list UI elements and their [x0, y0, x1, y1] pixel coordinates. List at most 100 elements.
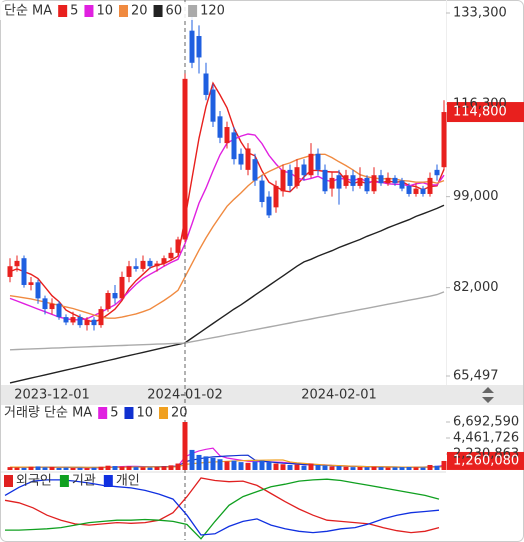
- candle-body: [434, 169, 440, 176]
- candle-body: [210, 89, 216, 122]
- legend-label: 5: [110, 406, 118, 421]
- candle-body: [147, 260, 153, 267]
- candle-body: [259, 180, 265, 202]
- candle-body: [364, 177, 370, 192]
- legend-label: 10: [96, 4, 113, 19]
- ma-line: [9, 204, 445, 384]
- legend-swatch: [188, 5, 198, 17]
- volume-bar: [182, 422, 188, 470]
- candle-body: [84, 319, 90, 326]
- candle-body: [35, 282, 41, 299]
- legend-swatch: [159, 407, 169, 419]
- legend-title: 단순 MA: [4, 4, 52, 19]
- volume-bar: [336, 466, 342, 470]
- volume-bar: [28, 466, 34, 470]
- volume-bar: [329, 466, 335, 470]
- volume-bar: [56, 467, 62, 470]
- candle-body: [182, 78, 188, 240]
- investor-line: [4, 479, 440, 536]
- volume-bar: [364, 467, 370, 470]
- candle-body: [231, 132, 237, 160]
- current-price-box: [447, 102, 524, 123]
- legend-swatch: [59, 475, 69, 487]
- volume-bar: [245, 462, 251, 470]
- volume-bar: [91, 467, 97, 470]
- candle-body: [63, 317, 69, 323]
- legend-swatch: [58, 5, 68, 17]
- volume-bar: [70, 467, 76, 470]
- candle-body: [21, 258, 27, 285]
- volume-bar: [238, 462, 244, 470]
- x-tick-label: 2024-01-02: [147, 388, 223, 403]
- volume-bar: [126, 466, 132, 470]
- candle-body: [70, 317, 76, 323]
- volume-bar: [385, 467, 391, 470]
- volume-bar: [98, 466, 104, 470]
- legend-swatch: [4, 475, 13, 487]
- volume-bar: [287, 464, 293, 470]
- volume-bar: [14, 467, 20, 470]
- volume-bar: [154, 466, 160, 470]
- volume-bar: [294, 464, 300, 470]
- volume-bar: [315, 464, 321, 470]
- volume-bar: [259, 460, 265, 470]
- candle-body: [126, 266, 132, 277]
- candle-body: [154, 263, 160, 267]
- volume-bar: [392, 467, 398, 470]
- candle-body: [420, 188, 426, 194]
- candle-body: [133, 266, 139, 269]
- x-tick-label: 2023-12-01: [14, 388, 90, 403]
- volume-bar: [119, 466, 125, 470]
- volume-bar: [252, 461, 258, 470]
- candle-body: [399, 180, 405, 189]
- y-tick-label: 65,497: [453, 369, 499, 384]
- legend-swatch: [119, 5, 128, 17]
- candle-body: [413, 188, 419, 194]
- volume-bar: [301, 465, 307, 470]
- y-tick-label: 6,692,590: [453, 415, 519, 430]
- volume-bar: [322, 465, 328, 470]
- candle-body: [56, 303, 62, 318]
- volume-bar: [161, 466, 167, 470]
- candle-body: [357, 177, 363, 186]
- candle-body: [112, 293, 118, 299]
- legend-bg: [0, 2, 200, 20]
- volume-bar: [189, 449, 195, 470]
- volume-bar: [77, 467, 83, 470]
- y-tick-label: 2,230,863: [453, 447, 519, 462]
- candle-body: [427, 177, 433, 194]
- candle-body: [119, 276, 125, 299]
- legend-label: 20: [171, 406, 188, 421]
- volume-bar: [84, 468, 90, 470]
- legend-title: 거래량 단순 MA: [4, 406, 92, 421]
- legend-swatch: [124, 407, 134, 419]
- volume-ma-line: [10, 459, 445, 468]
- candle-body: [385, 177, 391, 184]
- candle-body: [301, 164, 307, 176]
- volume-bar: [434, 465, 440, 470]
- candle-body: [161, 258, 167, 264]
- volume-bar: [399, 467, 405, 470]
- legend-swatch: [84, 5, 94, 17]
- candle-body: [189, 30, 195, 63]
- candle-body: [77, 317, 83, 326]
- volume-bar: [280, 464, 286, 470]
- candle-body: [238, 153, 244, 165]
- candle-body: [217, 116, 223, 138]
- volume-bar: [378, 467, 384, 470]
- resize-handle[interactable]: [482, 387, 494, 403]
- volume-bar: [7, 467, 13, 470]
- volume-bar: [343, 466, 349, 470]
- legend-label: 외국인: [16, 474, 52, 489]
- legend-swatch: [153, 5, 163, 17]
- candle-body: [140, 260, 146, 269]
- candle-body: [329, 177, 335, 189]
- y-tick-label: 99,000: [453, 189, 499, 204]
- volume-bar: [308, 463, 314, 470]
- y-tick-label: 133,300: [453, 6, 507, 21]
- candle-body: [175, 239, 181, 253]
- y-tick-label: 82,000: [453, 280, 499, 295]
- volume-bar: [357, 466, 363, 470]
- volume-bar: [133, 467, 139, 470]
